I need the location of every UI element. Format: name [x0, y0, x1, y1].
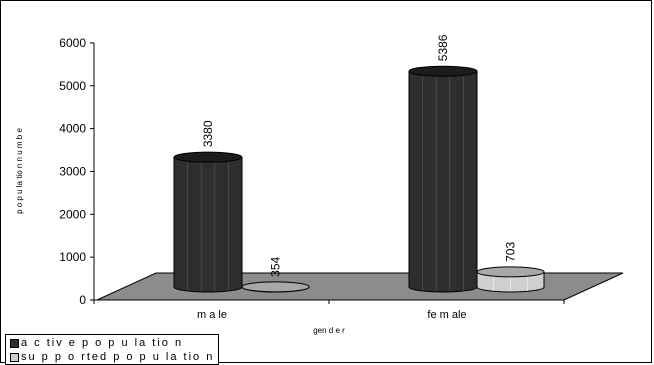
- y-tick-label: 4000: [59, 122, 86, 136]
- legend: a c tiv e p o p u la tio n su p p o rted…: [5, 334, 220, 365]
- bar-top: [173, 151, 243, 163]
- data-label: 703: [504, 242, 518, 262]
- data-label: 5386: [436, 34, 450, 61]
- y-tick-label: 1000: [59, 250, 86, 264]
- legend-item-active: a c tiv e p o p u la tio n: [10, 336, 214, 350]
- bar-top: [408, 65, 478, 77]
- y-tick-label: 6000: [59, 36, 86, 50]
- data-label: 354: [269, 256, 283, 276]
- bar-activepopulation-1: [408, 70, 478, 293]
- legend-item-supported: su p p o rted p o p u la tio n: [10, 350, 214, 364]
- legend-swatch-supported: [10, 352, 19, 362]
- y-axis-title: p o p u la tio n n u m b e: [15, 128, 24, 214]
- data-label: 3380: [201, 120, 215, 147]
- y-tick-label: 0: [79, 293, 86, 307]
- y-tick-label: 5000: [59, 79, 86, 93]
- y-tick-label: 3000: [59, 164, 86, 178]
- legend-label-supported: su p p o rted p o p u la tio n: [21, 351, 215, 363]
- legend-swatch-active: [10, 338, 19, 348]
- legend-label-active: a c tiv e p o p u la tio n: [21, 337, 184, 349]
- y-tick-label: 2000: [59, 207, 86, 221]
- x-category-label: fe m ale: [427, 309, 466, 321]
- bar-top: [476, 266, 545, 278]
- bar-activepopulation-0: [173, 156, 243, 293]
- x-axis-title: gen d e r: [313, 326, 345, 335]
- x-category-label: m a le: [197, 309, 227, 321]
- bar-top: [241, 281, 310, 293]
